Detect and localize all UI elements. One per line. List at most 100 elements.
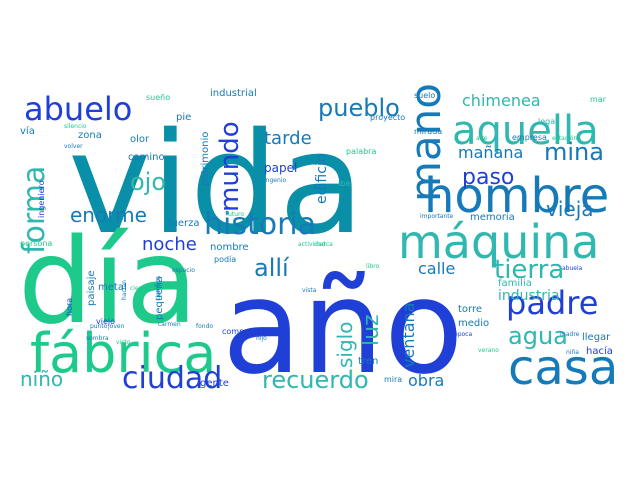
word-5: hombre xyxy=(424,168,609,224)
word-50: familia xyxy=(498,278,532,289)
word-30: siglo xyxy=(333,322,357,368)
word-66: iba xyxy=(338,179,350,188)
word-14: forma xyxy=(17,166,52,254)
word-13: ciudad xyxy=(122,361,222,396)
word-44: olor xyxy=(130,134,150,145)
word-72: legar xyxy=(538,117,559,126)
word-75: aire xyxy=(476,135,488,142)
word-79: ingenio xyxy=(264,177,286,184)
word-41: patrimonio xyxy=(200,132,211,186)
word-7: casa xyxy=(508,340,618,396)
word-21: vieja xyxy=(546,197,594,221)
word-45: pie xyxy=(176,112,191,123)
word-20: mina xyxy=(544,138,604,166)
word-12: padre xyxy=(506,284,598,322)
word-23: allí xyxy=(254,254,290,282)
word-31: ventana xyxy=(399,303,418,368)
word-38: papel xyxy=(264,161,297,175)
word-69: suelo xyxy=(414,91,435,100)
word-59: mira xyxy=(384,375,402,384)
word-71: mirada xyxy=(414,127,442,136)
word-87: vista xyxy=(302,287,317,294)
word-53: paisaje xyxy=(86,270,97,306)
word-101: niña xyxy=(566,349,579,356)
word-70: proyecto xyxy=(370,113,405,122)
word-6: máquina xyxy=(398,215,599,269)
word-51: pequeña xyxy=(154,276,165,320)
word-97: visto xyxy=(116,339,131,346)
word-47: gente xyxy=(200,378,229,389)
word-8: aquella xyxy=(452,108,599,154)
word-55: torre xyxy=(458,304,482,315)
word-49: llegar xyxy=(582,332,611,343)
word-58: tren xyxy=(358,356,378,367)
word-54: metal xyxy=(98,282,127,293)
word-24: luz xyxy=(359,314,384,346)
word-77: silencio xyxy=(64,123,87,130)
word-86: tiempos xyxy=(155,276,162,300)
word-80: futuro xyxy=(226,211,244,218)
word-18: pueblo xyxy=(318,94,400,122)
word-61: podía xyxy=(214,255,236,264)
word-39: camino xyxy=(128,152,165,163)
word-17: mundo xyxy=(215,121,245,212)
word-46: fuerza xyxy=(168,218,200,229)
word-22: paso xyxy=(462,165,514,190)
word-1: vida xyxy=(68,103,364,266)
word-74: empresa xyxy=(512,133,547,142)
word-3: día xyxy=(18,212,198,350)
word-73: mar xyxy=(590,95,607,104)
word-42: zona xyxy=(78,130,102,141)
word-27: noche xyxy=(142,234,197,255)
word-2: año xyxy=(222,251,464,403)
word-94: hacían xyxy=(121,280,128,300)
word-57: memoria xyxy=(470,212,515,223)
word-98: época xyxy=(454,331,472,338)
word-19: agua xyxy=(508,322,568,350)
word-56: medio xyxy=(458,318,489,329)
word-10: abuelo xyxy=(24,90,132,128)
word-4: fábrica xyxy=(30,322,216,385)
word-16: tierra xyxy=(494,255,564,285)
word-84: abuela xyxy=(562,265,583,272)
word-29: enorme xyxy=(70,203,147,227)
word-15: recuerdo xyxy=(262,366,369,394)
word-67: palabra xyxy=(346,147,376,156)
word-25: ojo xyxy=(130,168,166,196)
word-64: ingeniero xyxy=(37,180,46,218)
word-26: niño xyxy=(20,367,63,391)
word-96: hijo xyxy=(256,335,267,342)
word-100: verano xyxy=(478,347,499,354)
word-78: volver xyxy=(64,143,83,150)
word-35: mañana xyxy=(458,143,523,162)
word-36: industria xyxy=(498,288,560,304)
word-76: estación xyxy=(552,135,577,142)
word-37: edificio xyxy=(314,154,330,204)
word-92: fondo xyxy=(196,323,213,330)
word-85: espacio xyxy=(172,267,195,274)
word-11: historia xyxy=(204,207,316,242)
word-91: carmen xyxy=(158,321,181,328)
word-34: chimenea xyxy=(462,91,541,110)
word-88: marca xyxy=(314,241,333,248)
word-93: sombra xyxy=(86,335,109,342)
word-82: actividad xyxy=(298,241,326,248)
word-68: sueño xyxy=(146,93,170,102)
word-43: vía xyxy=(20,125,35,137)
word-63: hora xyxy=(65,298,74,316)
word-95: cierto xyxy=(130,285,147,292)
word-33: calle xyxy=(418,259,455,278)
word-48: hacía xyxy=(586,345,613,357)
word-32: obra xyxy=(408,371,444,390)
word-60: compañero xyxy=(222,327,267,336)
word-99: madre xyxy=(560,331,580,338)
word-81: importante xyxy=(420,213,454,220)
word-90: punto xyxy=(90,323,108,330)
word-52: nombre xyxy=(210,242,249,253)
word-28: tarde xyxy=(264,128,312,149)
word-83: libro xyxy=(366,263,379,270)
word-40: industrial xyxy=(210,88,257,99)
